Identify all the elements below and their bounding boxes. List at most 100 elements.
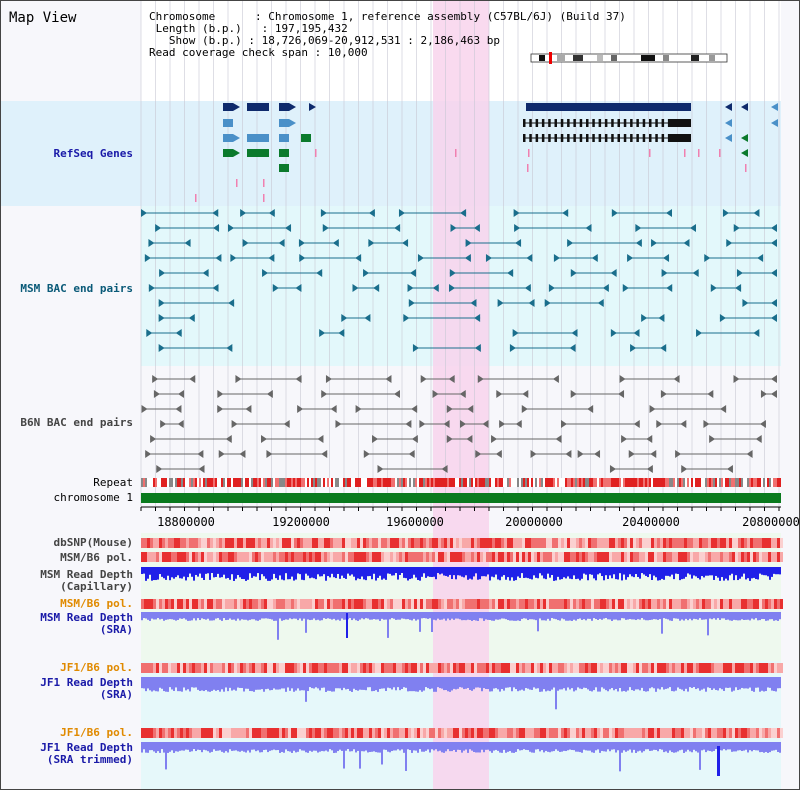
msm-capillary-depth bbox=[505, 567, 507, 580]
msm-sra-depth bbox=[739, 612, 741, 621]
dbsnp-heat bbox=[525, 538, 528, 548]
jf1-pol-heat bbox=[468, 663, 471, 673]
jf1-pol-heat-2 bbox=[273, 728, 276, 738]
msm-capillary-depth bbox=[155, 567, 157, 581]
jf1-sra-depth bbox=[687, 677, 689, 692]
msm-capillary-depth bbox=[161, 567, 163, 577]
jf1-pol-heat bbox=[276, 663, 279, 673]
msm-sra-depth bbox=[685, 612, 687, 619]
jf1-sra-depth bbox=[575, 677, 577, 691]
msm-sra-depth bbox=[737, 612, 739, 621]
repeat-mark bbox=[735, 478, 737, 487]
msm-sra-depth bbox=[571, 612, 573, 621]
msm-bac-pair-end bbox=[509, 344, 516, 352]
msm-pol-heat bbox=[768, 552, 771, 562]
b6n-bac-pair-end bbox=[321, 450, 328, 458]
repeat-mark bbox=[597, 478, 599, 487]
b6n-bac-pair-end bbox=[621, 435, 628, 443]
jf1-sra-depth bbox=[317, 677, 319, 689]
jf1-trim-depth bbox=[615, 742, 617, 753]
jf1-trim-depth bbox=[283, 742, 285, 753]
jf1-trim-depth bbox=[749, 742, 751, 751]
dbsnp-heat bbox=[498, 538, 501, 548]
msm-sra-depth bbox=[501, 612, 503, 619]
msm-pol-heat-2 bbox=[444, 599, 447, 609]
msm-sra-depth bbox=[215, 612, 217, 619]
jf1-trim-depth bbox=[297, 742, 299, 752]
msm-bac-pair-end bbox=[268, 209, 275, 217]
msm-sra-depth bbox=[409, 612, 411, 620]
msm-capillary-depth bbox=[593, 567, 595, 579]
jf1-sra-depth bbox=[325, 677, 327, 692]
b6n-bac-pair-end bbox=[673, 375, 680, 383]
jf1-trim-depth bbox=[303, 742, 305, 751]
dbsnp-heat bbox=[579, 538, 582, 548]
msm-pol-heat-2 bbox=[150, 599, 153, 609]
msm-bac-pair-end bbox=[602, 284, 609, 292]
repeat-mark bbox=[587, 478, 589, 487]
msm-sra-depth bbox=[475, 612, 477, 621]
b6n-bac-pair-end bbox=[466, 435, 473, 443]
jf1-pol-heat bbox=[777, 663, 780, 673]
msm-sra-depth bbox=[277, 612, 279, 640]
repeat-mark bbox=[685, 478, 687, 487]
chromosome-value: Chromosome 1, reference assembly (C57BL/… bbox=[268, 10, 626, 23]
b6n-bac-pair-end bbox=[175, 405, 182, 413]
msm-capillary-depth bbox=[339, 567, 341, 579]
b6n-bac-pair-end bbox=[225, 435, 232, 443]
ideogram-band bbox=[663, 55, 669, 61]
repeat-mark bbox=[617, 478, 619, 487]
msm-pol-heat-2 bbox=[231, 599, 234, 609]
msm-pol-heat-2 bbox=[303, 599, 306, 609]
jf1-trim-depth bbox=[291, 742, 293, 753]
msm-capillary-depth bbox=[327, 567, 329, 577]
jf1-pol-heat bbox=[291, 663, 294, 673]
jf1-sra-depth bbox=[433, 677, 435, 692]
msm-bac-pair-end bbox=[403, 314, 410, 322]
jf1-pol-heat bbox=[483, 663, 486, 673]
dbsnp-heat bbox=[669, 538, 672, 548]
msm-pol-heat-2 bbox=[624, 599, 627, 609]
msm-bac-pair-end bbox=[742, 299, 749, 307]
msm-bac-pair-end bbox=[528, 299, 535, 307]
jf1-pol-heat bbox=[567, 663, 570, 673]
jf1-sra-depth bbox=[689, 677, 691, 688]
repeat-mark bbox=[745, 478, 747, 487]
gene-arrow bbox=[741, 103, 748, 111]
jf1-pol-heat-2 bbox=[672, 728, 675, 738]
msm-capillary-depth bbox=[763, 567, 765, 576]
msm-sra-depth bbox=[653, 612, 655, 620]
msm-pol-heat-2 bbox=[774, 599, 777, 609]
jf1-sra-depth bbox=[495, 677, 497, 689]
msm-pol-heat-2 bbox=[195, 599, 198, 609]
jf1-trim-depth bbox=[629, 742, 631, 750]
msm-pol-heat bbox=[189, 552, 192, 562]
jf1-pol-heat bbox=[723, 663, 726, 673]
snp-mark bbox=[263, 179, 265, 187]
msm-sra-depth bbox=[371, 612, 373, 620]
msm-sra-depth bbox=[151, 612, 153, 619]
msm-pol-heat bbox=[477, 552, 480, 562]
jf1-sra-depth bbox=[639, 677, 641, 691]
jf1-trim-depth bbox=[721, 742, 723, 751]
repeat-mark bbox=[419, 478, 421, 487]
jf1-sra-depth bbox=[651, 677, 653, 688]
repeat-mark bbox=[645, 478, 647, 487]
msm-pol-heat bbox=[702, 552, 705, 562]
jf1-sra-depth bbox=[161, 677, 163, 689]
jf1-pol-heat-2 bbox=[495, 728, 498, 738]
jf1-sra-depth bbox=[229, 677, 231, 688]
msm-capillary-depth bbox=[307, 567, 309, 576]
jf1-pol-heat bbox=[378, 663, 381, 673]
jf1-trim-depth bbox=[151, 742, 153, 751]
jf1-pol-heat-2 bbox=[297, 728, 300, 738]
msm-capillary-depth bbox=[397, 567, 399, 580]
msm-sra-depth bbox=[181, 612, 183, 619]
repeat-mark bbox=[427, 478, 429, 487]
dbsnp-heat bbox=[333, 538, 336, 548]
msm-bac-pair-end bbox=[432, 284, 439, 292]
jf1-pol-heat-2 bbox=[687, 728, 690, 738]
jf1-pol-heat bbox=[759, 663, 762, 673]
jf1-sra-depth bbox=[681, 677, 683, 690]
